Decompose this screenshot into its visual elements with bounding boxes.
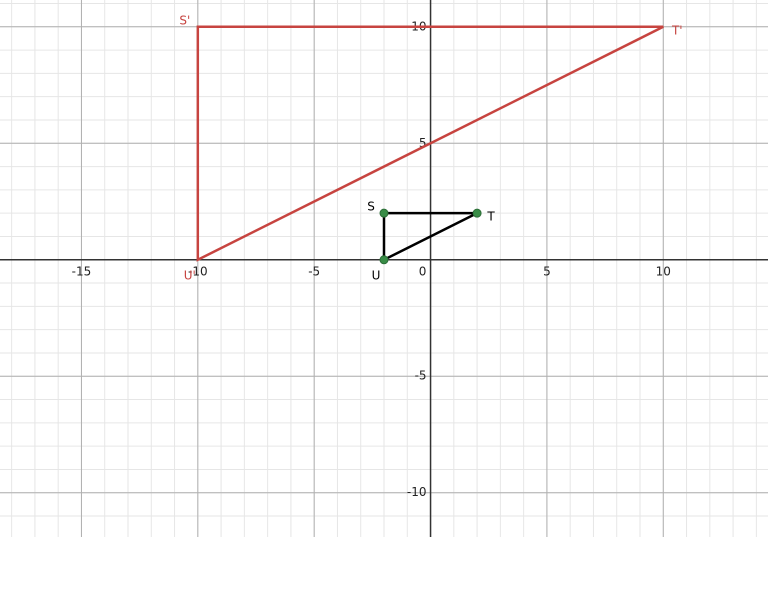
y-tick-label: -5 [415,369,427,383]
x-tick-label: 10 [656,264,671,278]
point-label: T [486,210,495,224]
point-label: T' [671,23,683,37]
point [472,208,482,218]
x-tick-label: -5 [308,264,320,278]
point-label: S' [179,13,190,27]
x-tick-label: -10 [188,264,208,278]
triangle [382,211,478,262]
point [379,208,389,218]
x-tick-label: -15 [72,264,92,278]
point [379,255,389,265]
y-tick-label: -10 [407,485,427,499]
x-tick-label: 5 [543,264,551,278]
point-label: S [367,200,375,214]
y-tick-label: 5 [419,136,427,150]
point-label: U' [184,268,196,282]
point-label: U [372,268,381,282]
triangle [196,25,664,262]
x-tick-label: 0 [419,264,427,278]
